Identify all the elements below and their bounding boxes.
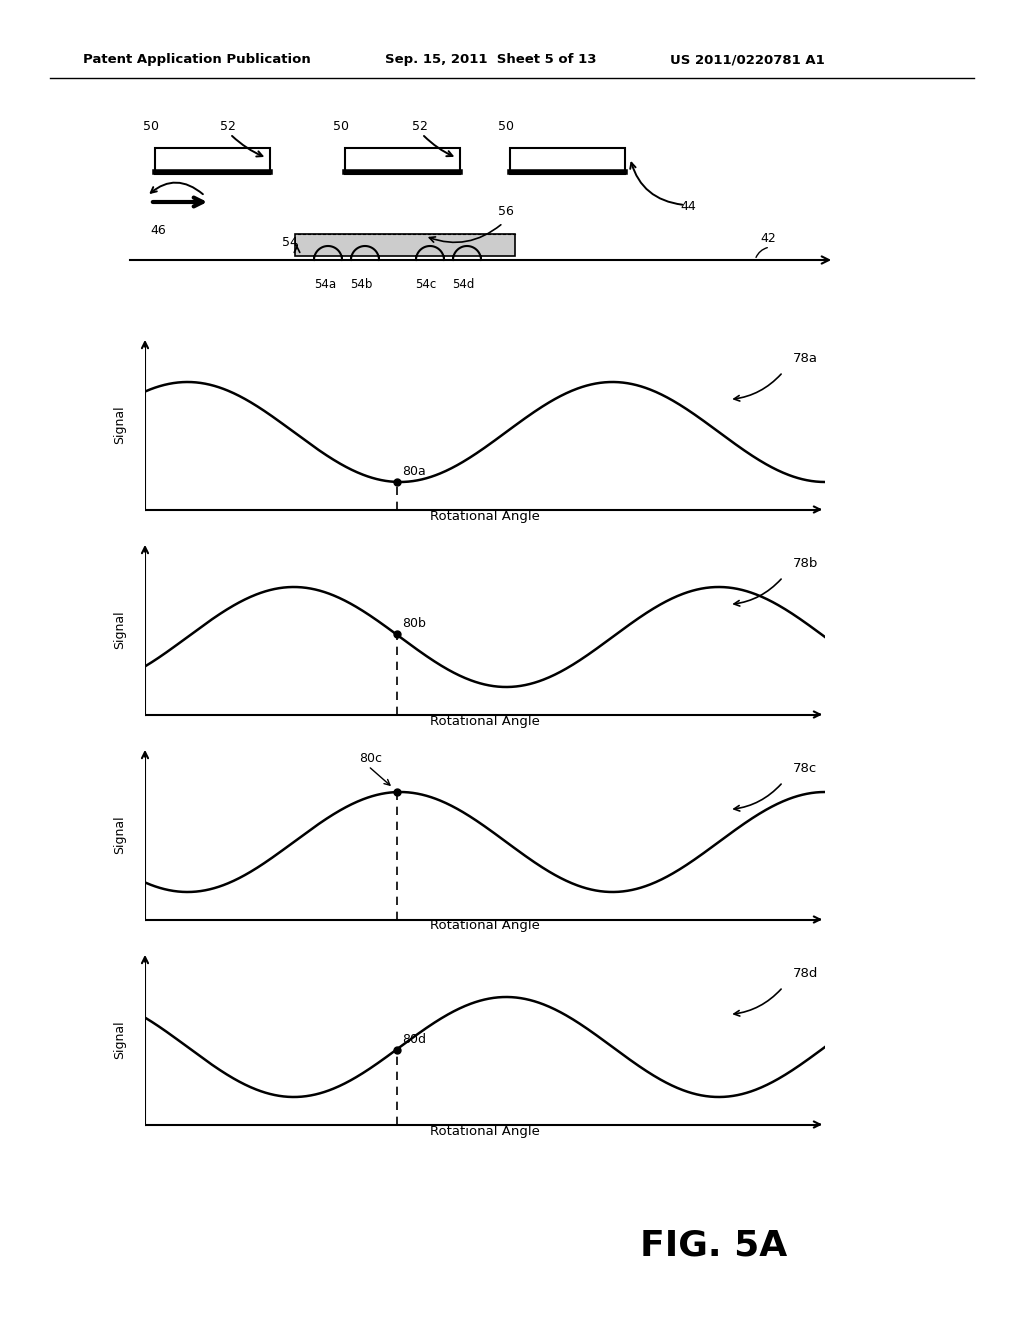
Text: 44: 44	[680, 201, 695, 213]
Text: 80d: 80d	[402, 1032, 426, 1045]
Text: US 2011/0220781 A1: US 2011/0220781 A1	[670, 54, 824, 66]
Text: 46: 46	[150, 224, 166, 238]
Text: Rotational Angle: Rotational Angle	[430, 920, 540, 932]
Text: Rotational Angle: Rotational Angle	[430, 510, 540, 523]
Text: 78d: 78d	[794, 968, 818, 979]
Text: 52: 52	[220, 120, 236, 133]
Bar	[155, 148, 270, 174]
Text: FIG. 5A: FIG. 5A	[640, 1228, 787, 1262]
Text: 80a: 80a	[402, 465, 426, 478]
Text: 54a: 54a	[314, 279, 336, 290]
Text: 78a: 78a	[794, 352, 818, 366]
Bar	[510, 148, 625, 174]
Text: 78b: 78b	[794, 557, 818, 570]
Text: Signal: Signal	[113, 1020, 126, 1059]
Text: 54b: 54b	[350, 279, 373, 290]
Text: 54d: 54d	[452, 279, 474, 290]
Text: 50: 50	[498, 120, 514, 133]
Bar	[295, 234, 515, 256]
Text: 78c: 78c	[794, 762, 817, 775]
Text: 80c: 80c	[359, 751, 382, 764]
Text: 80b: 80b	[402, 618, 426, 631]
Text: 54: 54	[282, 236, 298, 249]
Text: Signal: Signal	[113, 610, 126, 649]
Text: Signal: Signal	[113, 405, 126, 444]
Text: 56: 56	[498, 205, 514, 218]
Text: 42: 42	[760, 232, 776, 246]
Text: Patent Application Publication: Patent Application Publication	[83, 54, 310, 66]
Text: Rotational Angle: Rotational Angle	[430, 714, 540, 727]
Text: Sep. 15, 2011  Sheet 5 of 13: Sep. 15, 2011 Sheet 5 of 13	[385, 54, 597, 66]
Text: Signal: Signal	[113, 816, 126, 854]
Bar	[345, 148, 460, 174]
Text: 50: 50	[143, 120, 159, 133]
Text: Rotational Angle: Rotational Angle	[430, 1125, 540, 1138]
Text: 50: 50	[333, 120, 349, 133]
Text: 54c: 54c	[415, 279, 436, 290]
Text: 52: 52	[412, 120, 428, 133]
